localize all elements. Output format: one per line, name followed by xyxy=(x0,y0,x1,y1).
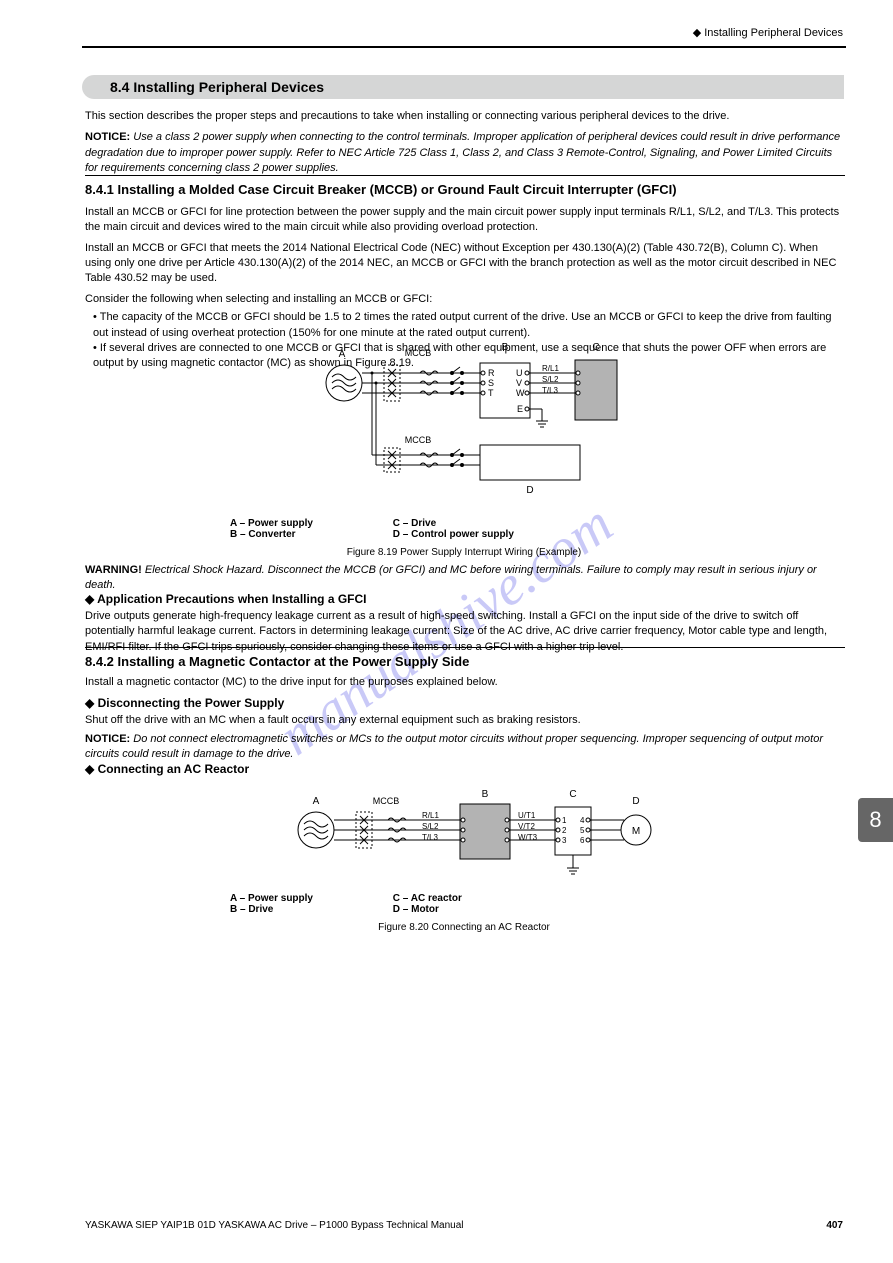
svg-text:A: A xyxy=(313,796,320,807)
svg-text:T/L3: T/L3 xyxy=(542,386,559,395)
notice-block: NOTICE: Use a class 2 power supply when … xyxy=(85,130,843,176)
svg-text:MCCB: MCCB xyxy=(373,796,400,806)
svg-text:B: B xyxy=(502,342,509,353)
svg-text:T: T xyxy=(488,388,494,398)
warn-label: WARNING! xyxy=(85,564,142,576)
leg-d: D – Control power supply xyxy=(393,529,593,540)
h-ac-reactor: Connecting an AC Reactor xyxy=(98,762,250,776)
intro-block: This section describes the proper steps … xyxy=(85,109,843,177)
svg-text:D: D xyxy=(526,485,533,496)
warning-block: WARNING! Electrical Shock Hazard. Discon… xyxy=(85,563,843,594)
chapter-tab-num: 8 xyxy=(869,807,881,832)
svg-text:R/L1: R/L1 xyxy=(542,364,559,373)
svg-text:2: 2 xyxy=(562,826,567,835)
svg-text:S: S xyxy=(488,378,494,388)
section-8-4-2: 8.4.2 Installing a Magnetic Contactor at… xyxy=(85,654,843,765)
fig1-svg: A MCCB xyxy=(280,335,620,515)
fig1-caption: Figure 8.19 Power Supply Interrupt Wirin… xyxy=(85,547,843,558)
para-a2: Install an MCCB or GFCI that meets the 2… xyxy=(85,241,843,287)
para-d1: Shut off the drive with an MC when a fau… xyxy=(85,713,843,728)
svg-text:S/L2: S/L2 xyxy=(422,822,439,831)
svg-text:MCCB: MCCB xyxy=(405,435,432,445)
leg-b: B – Converter xyxy=(230,529,390,540)
h-8-4-2: 8.4.2 Installing a Magnetic Contactor at… xyxy=(85,654,843,671)
svg-text:3: 3 xyxy=(562,836,567,845)
svg-text:1: 1 xyxy=(562,816,567,825)
svg-text:S/L2: S/L2 xyxy=(542,375,559,384)
figure-8-19: A MCCB xyxy=(280,335,620,520)
svg-text:4: 4 xyxy=(580,816,585,825)
fig2-legend: A – Power supply C – AC reactor B – Driv… xyxy=(230,893,710,915)
para-c: Install a magnetic contactor (MC) to the… xyxy=(85,675,843,690)
svg-text:B: B xyxy=(482,789,489,800)
footer-page: 407 xyxy=(826,1220,843,1231)
page-footer: YASKAWA SIEP YAIP1B 01D YASKAWA AC Drive… xyxy=(85,1220,843,1231)
svg-text:U/T1: U/T1 xyxy=(518,811,536,820)
svg-text:W: W xyxy=(516,388,525,398)
leg-c: C – Drive xyxy=(393,518,553,529)
rule-1 xyxy=(85,175,845,176)
svg-text:MCCB: MCCB xyxy=(405,348,432,358)
svg-text:6: 6 xyxy=(580,836,585,845)
svg-text:R/L1: R/L1 xyxy=(422,811,439,820)
notice-label: NOTICE: xyxy=(85,131,130,143)
fig2-caption: Figure 8.20 Connecting an AC Reactor xyxy=(85,922,843,933)
notice-d-text: Do not connect electromagnetic switches … xyxy=(85,733,823,760)
leg2b: B – Drive xyxy=(230,904,390,915)
svg-text:M: M xyxy=(632,826,640,837)
notice-d-label: NOTICE: xyxy=(85,733,130,745)
fig1-legend: A – Power supply C – Drive B – Converter… xyxy=(230,518,710,540)
svg-text:E: E xyxy=(517,404,523,414)
svg-text:5: 5 xyxy=(580,826,585,835)
h-8-4-1: 8.4.1 Installing a Molded Case Circuit B… xyxy=(85,182,843,199)
section-title: 8.4 Installing Peripheral Devices xyxy=(110,79,324,95)
svg-text:A: A xyxy=(339,349,346,360)
page-header-right: ◆ Installing Peripheral Devices xyxy=(693,26,843,39)
leg2d: D – Motor xyxy=(393,904,553,915)
svg-text:D: D xyxy=(632,796,639,807)
section-title-bar: 8.4 Installing Peripheral Devices xyxy=(82,75,844,99)
svg-text:U: U xyxy=(516,368,523,378)
gfci-para: Drive outputs generate high-frequency le… xyxy=(85,609,843,655)
header-breadcrumb: ◆ Installing Peripheral Devices xyxy=(693,27,843,39)
svg-text:C: C xyxy=(569,789,576,800)
notice-d: NOTICE: Do not connect electromagnetic s… xyxy=(85,732,843,763)
section-8-4-3: ◆ Connecting an AC Reactor xyxy=(85,762,843,779)
svg-text:W/T3: W/T3 xyxy=(518,833,538,842)
svg-text:V/T2: V/T2 xyxy=(518,822,535,831)
leg2a: A – Power supply xyxy=(230,893,390,904)
para-a3: Consider the following when selecting an… xyxy=(85,292,843,307)
gfci-head: Application Precautions when Installing … xyxy=(97,592,366,606)
intro-text: This section describes the proper steps … xyxy=(85,109,843,124)
h-disconnect: Disconnecting the Power Supply xyxy=(98,696,285,710)
leg-a: A – Power supply xyxy=(230,518,390,529)
footer-doc: YASKAWA SIEP YAIP1B 01D YASKAWA AC Drive… xyxy=(85,1220,464,1231)
svg-text:T/L3: T/L3 xyxy=(422,833,439,842)
gfci-block: ◆ Application Precautions when Installin… xyxy=(85,592,843,658)
leg2c: C – AC reactor xyxy=(393,893,553,904)
svg-text:V: V xyxy=(516,378,522,388)
header-rule xyxy=(82,46,846,48)
svg-text:R: R xyxy=(488,368,495,378)
svg-text:C: C xyxy=(592,342,599,353)
chapter-tab: 8 xyxy=(858,798,893,842)
para-a1: Install an MCCB or GFCI for line protect… xyxy=(85,205,843,236)
warn-text: Electrical Shock Hazard. Disconnect the … xyxy=(85,564,817,591)
rule-2 xyxy=(85,647,845,648)
notice-text: Use a class 2 power supply when connecti… xyxy=(85,131,840,174)
fig2-svg: A MCCB R/L1 S/L2 T/L3 B xyxy=(280,782,660,892)
figure-8-20: A MCCB R/L1 S/L2 T/L3 B xyxy=(280,782,660,897)
